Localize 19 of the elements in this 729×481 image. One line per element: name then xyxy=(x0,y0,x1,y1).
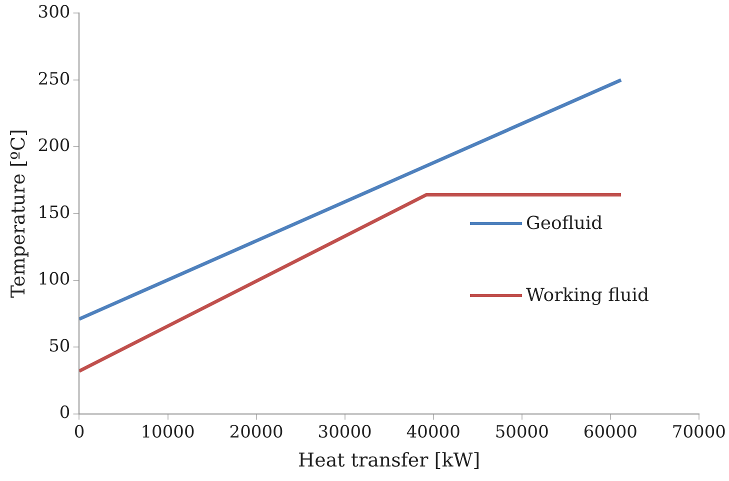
x-tick-label: 50000 xyxy=(494,422,549,442)
y-tick-label: 50 xyxy=(48,336,70,356)
y-tick-label: 250 xyxy=(38,69,70,90)
y-tick-label: 200 xyxy=(38,136,70,156)
legend-label: Working fluid xyxy=(526,285,650,306)
legend-label: Geofluid xyxy=(526,213,603,234)
y-tick-label: 150 xyxy=(38,202,70,223)
x-tick-label: 0 xyxy=(74,422,85,442)
x-tick-label: 60000 xyxy=(583,422,638,442)
x-tick-label: 70000 xyxy=(672,422,726,442)
x-tick-label: 40000 xyxy=(406,422,460,442)
x-tick-label: 30000 xyxy=(318,422,372,442)
y-tick-label: 300 xyxy=(38,2,70,23)
x-axis-title: Heat transfer [kW] xyxy=(298,450,480,472)
y-axis-title: Temperature [ºC] xyxy=(7,129,30,298)
y-tick-label: 100 xyxy=(38,270,70,290)
x-tick-label: 20000 xyxy=(229,422,284,442)
y-tick-label: 0 xyxy=(59,403,70,424)
x-tick-label: 10000 xyxy=(140,422,195,442)
